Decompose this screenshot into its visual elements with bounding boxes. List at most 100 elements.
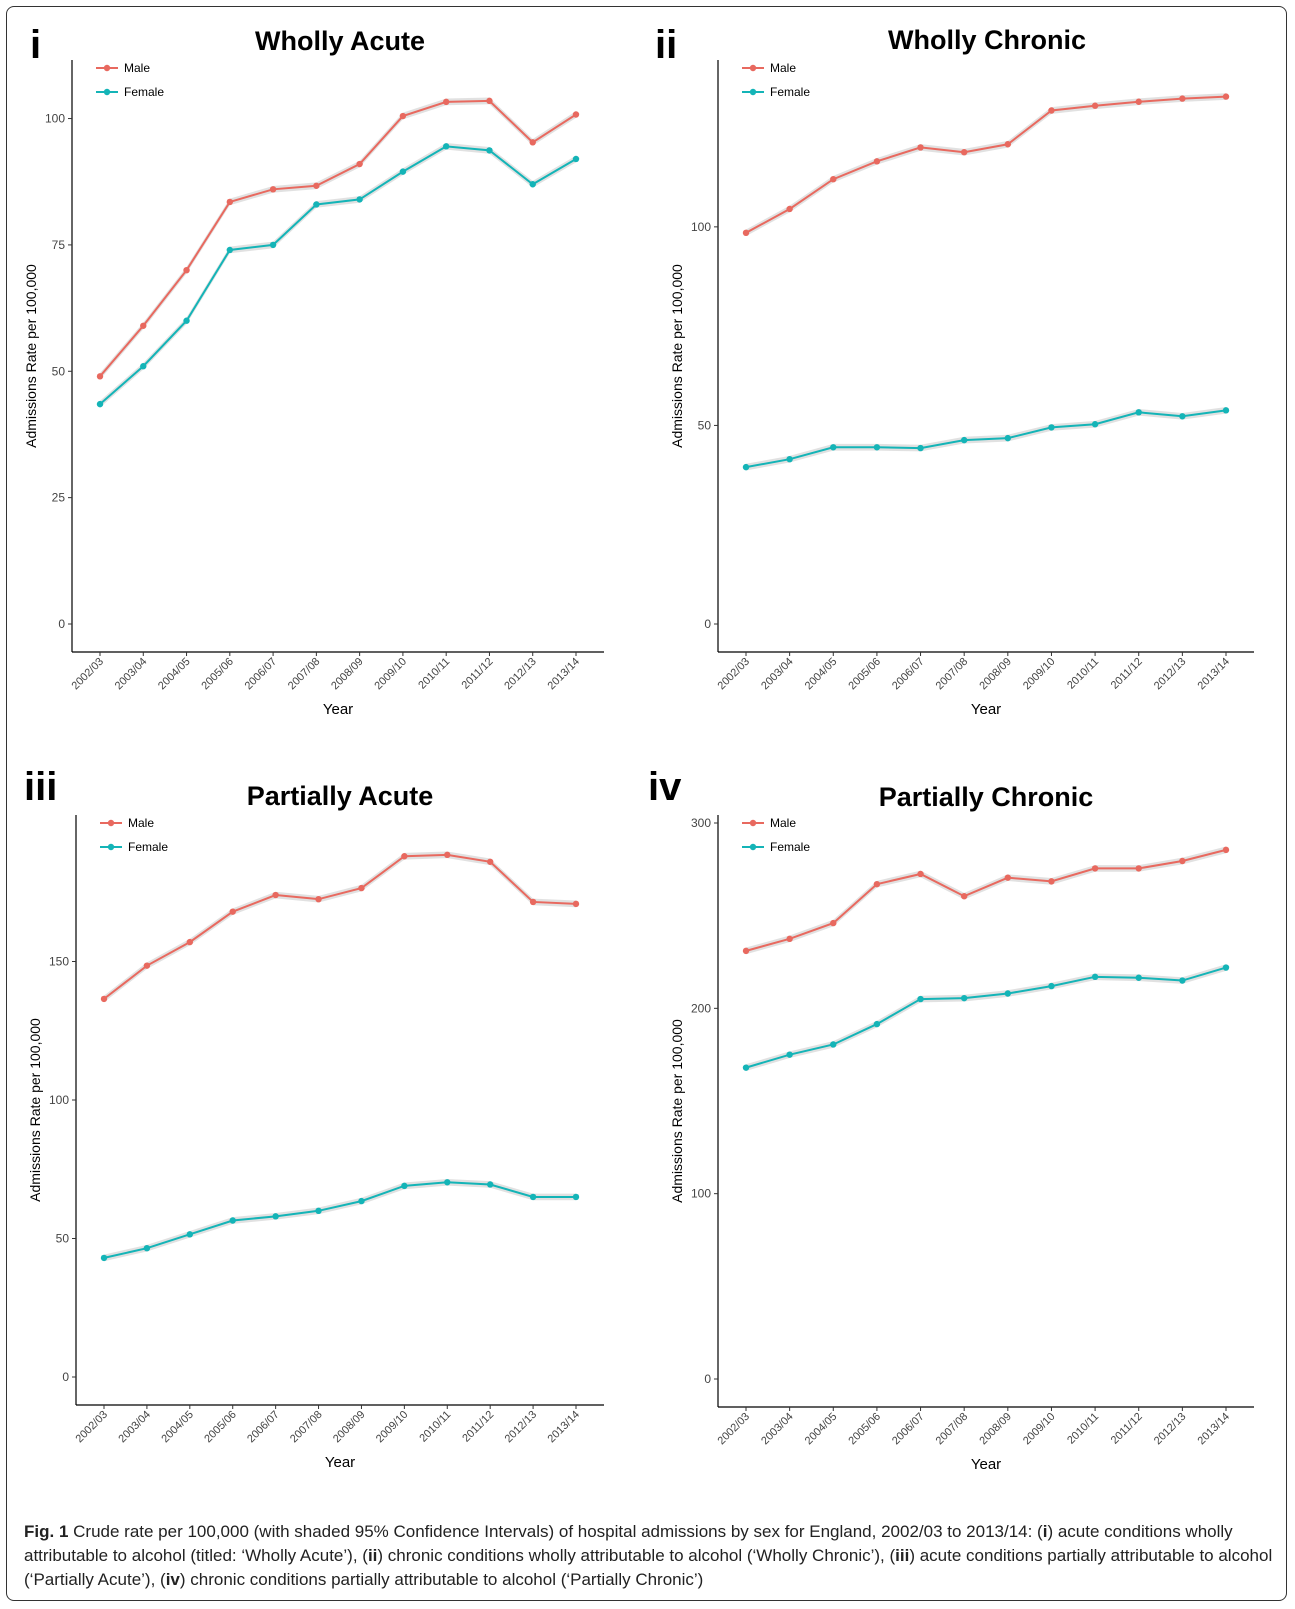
data-point-male bbox=[742, 947, 750, 955]
data-point-female bbox=[572, 155, 580, 163]
chart-title: Wholly Acute bbox=[255, 26, 425, 56]
data-point-male bbox=[269, 186, 277, 193]
data-point-male bbox=[183, 266, 190, 274]
legend-label: Male bbox=[770, 61, 796, 75]
x-tick-label: 2006/07 bbox=[890, 1411, 927, 1448]
data-point-male bbox=[742, 229, 750, 237]
confidence-band-female bbox=[746, 964, 1226, 1071]
series-line-female bbox=[745, 966, 1227, 1069]
x-tick-label: 2004/05 bbox=[803, 1411, 840, 1448]
caption-body: Crude rate per 100,000 (with shaded 95% … bbox=[24, 1522, 1272, 1589]
series-line-male bbox=[745, 95, 1227, 234]
chart-panel-iv: iv Partially Chronic 0 100 200 300 2002/03 2003… bbox=[648, 765, 1254, 1473]
y-tick-label: 150 bbox=[49, 955, 69, 969]
data-point-male bbox=[1222, 846, 1230, 854]
y-tick-label: 0 bbox=[62, 1370, 69, 1384]
series-line-male bbox=[99, 99, 577, 377]
y-axis-label: Admissions Rate per 100,000 bbox=[669, 1019, 685, 1203]
x-tick-label: 2004/05 bbox=[803, 656, 840, 693]
data-point-male bbox=[1091, 865, 1099, 872]
data-point-female bbox=[1048, 982, 1055, 990]
caption-text: ) acute conditions partially attributabl… bbox=[24, 1546, 1273, 1589]
legend-key-point bbox=[107, 843, 115, 851]
x-tick-label: 2010/11 bbox=[417, 1409, 453, 1445]
data-point-female bbox=[529, 1193, 537, 1201]
caption-lead: Fig. 1 bbox=[24, 1522, 69, 1541]
legend-key-point bbox=[749, 88, 757, 96]
data-point-male bbox=[226, 198, 234, 206]
data-point-male bbox=[96, 373, 104, 380]
legend-label: Female bbox=[770, 840, 810, 854]
legend-key-point bbox=[749, 843, 757, 851]
x-tick-label: 2006/07 bbox=[243, 656, 280, 693]
data-point-female bbox=[358, 1197, 365, 1205]
x-tick-label: 2007/08 bbox=[288, 1409, 325, 1446]
data-point-female bbox=[742, 1064, 750, 1071]
data-point-male bbox=[1091, 102, 1099, 109]
legend-key-point bbox=[749, 64, 757, 72]
data-point-female bbox=[272, 1213, 279, 1220]
data-point-male bbox=[486, 858, 494, 865]
legend-key-point bbox=[103, 88, 111, 96]
data-point-male bbox=[356, 160, 363, 168]
data-point-female bbox=[401, 1182, 408, 1190]
caption-panel-ref: ii bbox=[367, 1546, 378, 1565]
caption-panel-ref: i bbox=[1042, 1522, 1048, 1541]
x-tick-label: 2003/04 bbox=[116, 1409, 153, 1446]
data-point-male bbox=[401, 853, 408, 860]
legend-label: Male bbox=[770, 816, 796, 830]
x-tick-label: 2011/12 bbox=[460, 656, 496, 692]
x-tick-label: 2007/08 bbox=[286, 656, 323, 693]
data-point-male bbox=[229, 908, 236, 915]
data-point-male bbox=[1222, 93, 1230, 100]
x-axis-label: Year bbox=[971, 1456, 1001, 1473]
x-axis-label: Year bbox=[971, 701, 1001, 718]
x-tick-label: 2008/09 bbox=[977, 1411, 1014, 1448]
y-tick-label: 50 bbox=[52, 364, 66, 378]
panel-label: i bbox=[30, 23, 41, 67]
data-point-female bbox=[356, 196, 363, 203]
data-point-male bbox=[1179, 857, 1186, 865]
x-tick-label: 2005/06 bbox=[846, 1411, 883, 1448]
panel-label: iv bbox=[648, 765, 682, 809]
y-tick-label: 300 bbox=[691, 816, 711, 830]
legend-label: Male bbox=[124, 61, 150, 75]
x-tick-label: 2002/03 bbox=[716, 656, 753, 693]
data-point-male bbox=[315, 895, 322, 903]
data-point-female bbox=[786, 455, 793, 463]
y-tick-label: 75 bbox=[52, 238, 66, 252]
x-tick-label: 2011/12 bbox=[460, 1409, 496, 1445]
x-tick-label: 2005/06 bbox=[846, 656, 883, 693]
confidence-band-female bbox=[104, 1178, 576, 1262]
data-point-male bbox=[830, 919, 837, 927]
data-point-male bbox=[442, 98, 450, 106]
y-tick-label: 100 bbox=[691, 1187, 711, 1201]
panel-label: iii bbox=[24, 765, 57, 809]
data-point-female bbox=[140, 363, 147, 370]
data-point-female bbox=[96, 400, 104, 408]
data-point-female bbox=[226, 246, 234, 254]
data-point-female bbox=[873, 444, 881, 451]
data-point-male bbox=[444, 851, 451, 859]
data-point-male bbox=[830, 176, 837, 183]
y-tick-label: 0 bbox=[704, 617, 711, 631]
data-point-male bbox=[143, 962, 151, 969]
data-point-female bbox=[830, 444, 837, 451]
data-point-male bbox=[917, 870, 924, 878]
data-point-male bbox=[572, 111, 580, 118]
x-tick-label: 2002/03 bbox=[70, 656, 107, 693]
panel-label: ii bbox=[655, 23, 677, 67]
figure-caption: Fig. 1 Crude rate per 100,000 (with shad… bbox=[24, 1520, 1274, 1592]
data-point-male bbox=[486, 97, 493, 105]
data-point-male bbox=[960, 148, 968, 156]
y-tick-label: 0 bbox=[58, 617, 65, 631]
caption-text: ) chronic conditions wholly attributable… bbox=[377, 1546, 896, 1565]
y-tick-label: 100 bbox=[45, 112, 65, 126]
x-tick-label: 2002/03 bbox=[716, 1411, 753, 1448]
data-point-male bbox=[1004, 874, 1012, 881]
data-point-female bbox=[1222, 407, 1230, 414]
data-point-male bbox=[1004, 141, 1012, 148]
chart-panel-iii: iii Partially Acute 0 50 100 150 2002/03 2003/0… bbox=[24, 765, 604, 1471]
x-tick-label: 2007/08 bbox=[934, 1411, 971, 1448]
data-point-male bbox=[529, 898, 537, 906]
